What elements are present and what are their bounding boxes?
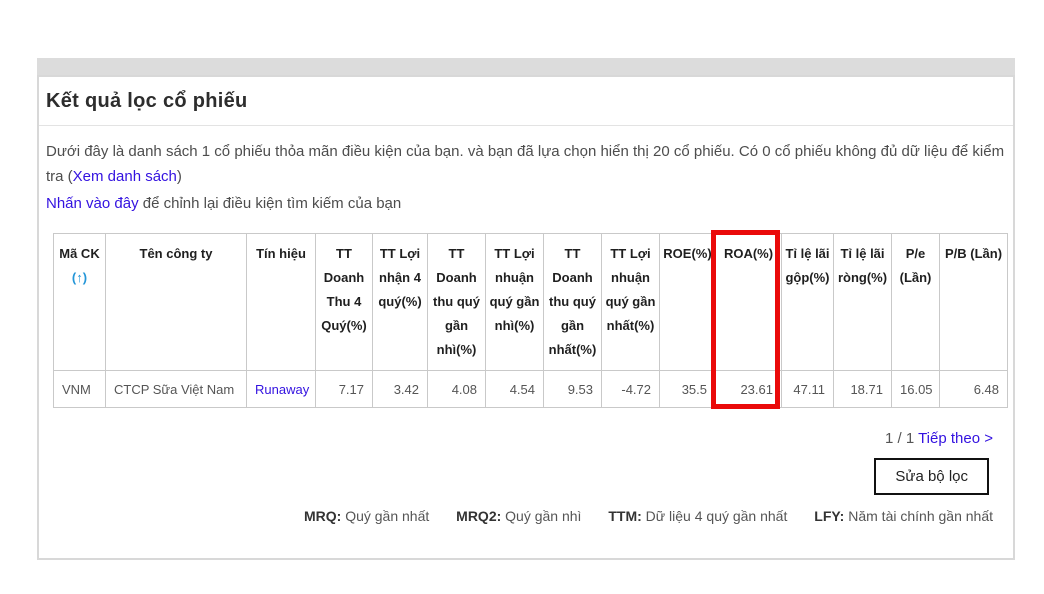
header-rev-growth-4q: TT Doanh Thu 4 Quý(%) [315, 233, 373, 371]
header-profit-growth-q1: TT Lợi nhuận quý gần nhất(%) [601, 233, 660, 371]
header-roe: ROE(%) [659, 233, 716, 371]
summary-text-part2: ) [176, 168, 182, 185]
header-rev-growth-q1: TT Doanh thu quý gần nhất(%) [543, 233, 602, 371]
next-page-link[interactable]: Tiếp theo > [918, 430, 993, 447]
table-row-vnm: VNM CTCP Sữa Việt Nam Runaway 7.17 3.42 … [53, 370, 1008, 408]
header-profit-growth-q2: TT Lợi nhuận quý gần nhì(%) [485, 233, 544, 371]
cell-roa: 23.61 [715, 370, 782, 408]
header-rev-growth-q2: TT Doanh thu quý gần nhì(%) [427, 233, 486, 371]
cell-company: CTCP Sữa Việt Nam [105, 370, 247, 408]
cell-signal: Runaway [246, 370, 316, 408]
page-indicator: 1 / 1 [884, 430, 915, 447]
results-table-wrap: Mã CK (↑) Tên công ty Tín hiệu TT Doanh … [53, 230, 1008, 409]
cell-profit-growth-4q: 3.42 [372, 370, 428, 408]
legend-desc-ttm: Dữ liệu 4 quý gần nhất [645, 508, 788, 524]
stock-screener-results-panel: Kết quả lọc cổ phiếu Dưới đây là danh sá… [37, 75, 1015, 560]
edit-filter-button[interactable]: Sửa bộ lọc [874, 458, 989, 495]
cell-rev-growth-q1: 9.53 [543, 370, 602, 408]
header-roa: ROA(%) [715, 233, 782, 371]
legend-item-lfy: LFY: Năm tài chính gần nhất [814, 508, 993, 524]
header-net-margin: Tỉ lệ lãi ròng(%) [833, 233, 892, 371]
legend-abbr-mrq2: MRQ2: [456, 508, 502, 524]
cell-ticker: VNM [53, 370, 106, 408]
edit-conditions-text: Nhấn vào đây để chỉnh lại điều kiện tìm … [39, 189, 1013, 216]
header-pe: P/e (Lần) [891, 233, 940, 371]
cell-rev-growth-q2: 4.08 [427, 370, 486, 408]
pagination: 1 / 1 Tiếp theo > [39, 430, 993, 447]
legend-desc-mrq: Quý gần nhất [345, 508, 430, 524]
header-ticker-label: Mã CK [59, 246, 100, 261]
view-list-link[interactable]: Xem danh sách [72, 168, 177, 185]
summary-text-part1: Dưới đây là danh sách 1 cổ phiếu thỏa mã… [46, 143, 1005, 185]
click-here-link[interactable]: Nhấn vào đây [46, 195, 139, 212]
results-table: Mã CK (↑) Tên công ty Tín hiệu TT Doanh … [53, 233, 1008, 408]
cell-net-margin: 18.71 [833, 370, 892, 408]
legend-item-mrq2: MRQ2: Quý gần nhì [456, 508, 581, 524]
cell-pb: 6.48 [939, 370, 1008, 408]
cell-roe: 35.5 [659, 370, 716, 408]
cell-profit-growth-q1: -4.72 [601, 370, 660, 408]
header-profit-growth-4q: TT Lợi nhận 4 quý(%) [372, 233, 428, 371]
abbreviation-legend: MRQ: Quý gần nhất MRQ2: Quý gần nhì TTM:… [39, 508, 993, 524]
header-row: Mã CK (↑) Tên công ty Tín hiệu TT Doanh … [53, 233, 1008, 371]
legend-item-mrq: MRQ: Quý gần nhất [304, 508, 429, 524]
header-pb: P/B (Lần) [939, 233, 1008, 371]
header-company: Tên công ty [105, 233, 247, 371]
sort-ascending-icon[interactable]: (↑) [71, 270, 88, 285]
edit-conditions-text-rest: để chỉnh lại điều kiện tìm kiếm của bạn [138, 195, 402, 212]
legend-abbr-lfy: LFY: [814, 508, 845, 524]
header-ticker: Mã CK (↑) [53, 233, 106, 371]
legend-desc-lfy: Năm tài chính gần nhất [848, 508, 993, 524]
header-signal: Tín hiệu [246, 233, 316, 371]
results-summary-text: Dưới đây là danh sách 1 cổ phiếu thỏa mã… [39, 126, 1013, 189]
legend-abbr-mrq: MRQ: [303, 508, 342, 524]
header-gross-margin: Tỉ lệ lãi gộp(%) [781, 233, 834, 371]
legend-desc-mrq2: Quý gần nhì [505, 508, 582, 524]
cell-profit-growth-q2: 4.54 [485, 370, 544, 408]
signal-runaway-link[interactable]: Runaway [255, 381, 310, 397]
cell-gross-margin: 47.11 [781, 370, 834, 408]
top-gray-strip [37, 58, 1015, 75]
cell-pe: 16.05 [891, 370, 940, 408]
legend-item-ttm: TTM: Dữ liệu 4 quý gần nhất [608, 508, 787, 524]
button-row: Sửa bộ lọc [39, 458, 989, 495]
page-title: Kết quả lọc cổ phiếu [39, 77, 1013, 126]
cell-rev-growth-4q: 7.17 [315, 370, 373, 408]
legend-abbr-ttm: TTM: [608, 508, 642, 524]
